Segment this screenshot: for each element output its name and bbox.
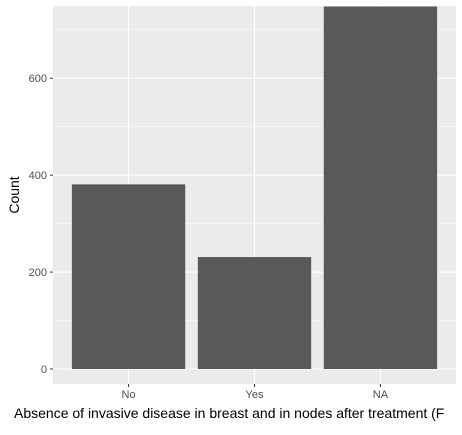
x-axis-ticks: No Yes NA (122, 384, 389, 401)
x-tick-label: Yes (246, 389, 264, 401)
y-axis-ticks: 0 200 400 600 (29, 73, 53, 376)
y-axis-title: Count (6, 176, 22, 213)
bars (71, 6, 438, 370)
y-tick-label: 0 (41, 364, 47, 376)
y-tick-label: 200 (29, 267, 47, 279)
bar-no (71, 184, 186, 369)
bar-yes (197, 257, 312, 369)
bar-na (323, 6, 438, 370)
y-tick-label: 600 (29, 73, 47, 85)
x-tick-label: No (122, 389, 136, 401)
x-axis-title: Absence of invasive disease in breast an… (14, 405, 444, 421)
x-tick-label: NA (373, 389, 389, 401)
y-tick-label: 400 (29, 170, 47, 182)
